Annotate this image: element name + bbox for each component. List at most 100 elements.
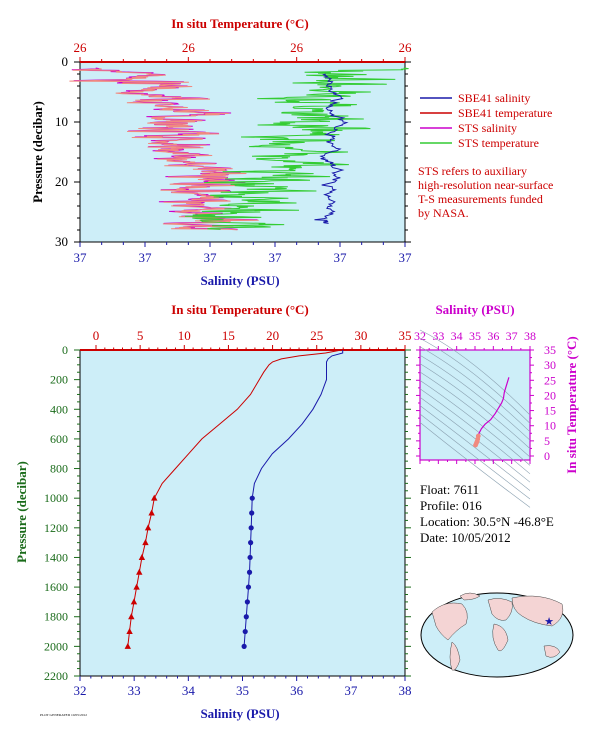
top-salinity-tick-label: 37 xyxy=(139,250,153,265)
top-salinity-tick-label: 37 xyxy=(204,250,218,265)
ts-salinity-tick-label: 37 xyxy=(506,329,518,343)
legend-label: SBE41 temperature xyxy=(458,106,552,120)
main-salinity-axis-title: Salinity (PSU) xyxy=(200,706,279,721)
main-salinity-tick-label: 36 xyxy=(290,683,304,698)
density-contour xyxy=(419,405,531,491)
main-temp-tick-labels: 0 5 10 15 20 25 30 35 xyxy=(93,328,412,343)
main-temp-tick-label: 0 xyxy=(93,328,100,343)
ts-salinity-tick-label: 35 xyxy=(469,329,481,343)
ts-salinity-tick-label: 36 xyxy=(487,329,499,343)
legend-note-line: T-S measurements funded xyxy=(418,192,543,206)
temperature-marker xyxy=(133,583,140,590)
density-contour xyxy=(419,388,531,475)
main-salinity-tick-label: 32 xyxy=(74,683,87,698)
ts-salinity-axis-title: Salinity (PSU) xyxy=(435,302,514,317)
top-salinity-tick-label: 37 xyxy=(74,250,88,265)
top-salinity-tick-labels: 37 37 37 37 37 37 xyxy=(74,250,413,265)
temperature-marker xyxy=(148,509,155,516)
main-pressure-tick-label: 600 xyxy=(50,432,68,446)
temperature-marker xyxy=(144,524,152,531)
top-temp-tick-label: 26 xyxy=(74,40,88,55)
main-plot-area xyxy=(79,349,406,677)
top-temp-tick-labels: 26 26 26 26 xyxy=(74,40,413,55)
top-pressure-tick-label: 20 xyxy=(55,174,68,189)
top-axis-ticks xyxy=(74,57,411,247)
main-pressure-tick-label: 200 xyxy=(50,373,68,387)
salinity-marker xyxy=(247,554,253,561)
main-pressure-tick-label: 800 xyxy=(50,462,68,476)
ts-salinity-tick-label: 38 xyxy=(524,329,536,343)
ts-temp-tick-label: 5 xyxy=(544,434,550,448)
ts-temp-tick-label: 20 xyxy=(544,388,556,402)
main-salinity-tick-label: 34 xyxy=(182,683,196,698)
main-series-group xyxy=(124,349,344,649)
temperature-marker xyxy=(142,539,149,546)
ts-salinity-tick-label: 32 xyxy=(414,329,426,343)
ts-temp-tick-label: 0 xyxy=(544,449,550,463)
density-contours xyxy=(419,329,531,508)
main-temp-tick-label: 35 xyxy=(399,328,412,343)
main-pressure-tick-label: 0 xyxy=(62,343,68,357)
density-contour xyxy=(419,413,531,500)
density-contour xyxy=(419,422,531,508)
main-pressure-tick-label: 2000 xyxy=(44,639,68,653)
footer-stamp: PLOT GENERATED 10/05/2012 xyxy=(40,713,87,717)
top-pressure-tick-label: 10 xyxy=(55,114,68,129)
main-pressure-tick-label: 1600 xyxy=(44,580,68,594)
main-pressure-tick-label: 1200 xyxy=(44,521,68,535)
main-axis-ticks xyxy=(74,345,411,681)
legend-label: STS temperature xyxy=(458,136,539,150)
float-id: Float: 7611 xyxy=(420,482,479,497)
top-pressure-tick-labels: 0 10 20 30 xyxy=(55,54,68,249)
top-temp-axis-title: In situ Temperature (°C) xyxy=(171,16,309,31)
top-salinity-tick-label: 37 xyxy=(399,250,413,265)
density-contour xyxy=(419,371,531,458)
top-pressure-axis-title: Pressure (decibar) xyxy=(30,101,45,203)
main-temp-tick-label: 15 xyxy=(222,328,235,343)
legend-label: STS salinity xyxy=(458,121,517,135)
temperature-marker xyxy=(136,568,143,575)
sts-salinity-line-secondary xyxy=(69,68,259,231)
main-pressure-tick-label: 1800 xyxy=(44,610,68,624)
star-marker: ★ xyxy=(544,616,554,628)
temperature-marker xyxy=(128,613,135,620)
main-salinity-tick-label: 33 xyxy=(128,683,141,698)
main-pressure-tick-label: 1400 xyxy=(44,550,68,564)
location: Location: 30.5°N -46.8°E xyxy=(420,514,554,529)
top-temp-tick-label: 26 xyxy=(290,40,304,55)
main-pressure-tick-labels: 0 200 400 600 800 1000 1200 1400 1600 1800 2000 220… xyxy=(44,343,68,683)
top-salinity-tick-label: 37 xyxy=(269,250,283,265)
top-salinity-tick-label: 37 xyxy=(334,250,348,265)
main-salinity-tick-label: 38 xyxy=(399,683,412,698)
top-salinity-axis-title: Salinity (PSU) xyxy=(200,273,279,288)
salinity-marker xyxy=(245,584,252,590)
ts-temp-tick-label: 25 xyxy=(544,373,556,387)
top-plot-area xyxy=(79,61,406,243)
ts-salinity-tick-labels: 32 33 34 35 36 37 38 xyxy=(414,329,536,343)
main-salinity-tick-label: 35 xyxy=(236,683,249,698)
ts-salinity-tick-label: 34 xyxy=(451,329,463,343)
salinity-marker xyxy=(242,628,248,635)
main-temp-tick-label: 10 xyxy=(178,328,191,343)
density-contour xyxy=(419,329,531,416)
salinity-marker xyxy=(249,495,255,501)
ts-axis-ticks xyxy=(416,346,534,464)
temperature-marker xyxy=(151,494,158,501)
temperature-marker xyxy=(130,598,138,605)
density-contour xyxy=(419,346,531,433)
salinity-marker xyxy=(248,540,254,546)
legend-note-line: high-resolution near-surface xyxy=(418,178,553,192)
salinity-marker xyxy=(246,569,253,575)
world-map: ★ xyxy=(420,592,574,678)
main-pressure-tick-label: 2200 xyxy=(44,669,68,683)
main-pressure-tick-label: 1000 xyxy=(44,491,68,505)
density-contour xyxy=(419,363,531,449)
sts-temperature-line xyxy=(184,67,409,230)
ts-series-group xyxy=(473,377,510,448)
float-info: Float: 7611 Profile: 016 Location: 30.5°… xyxy=(420,482,554,545)
ts-temp-tick-label: 15 xyxy=(544,404,556,418)
density-contour xyxy=(419,338,531,424)
ts-salinity-tick-label: 33 xyxy=(432,329,444,343)
